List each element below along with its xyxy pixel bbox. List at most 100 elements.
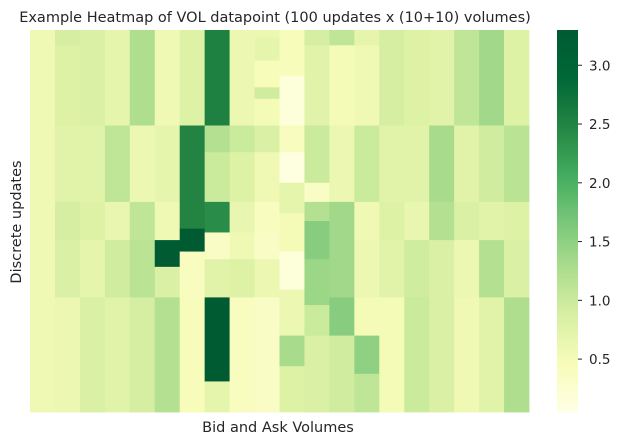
colorbar-ticks: 0.5 1.0 1.5 2.0 2.5 3.0 <box>578 58 610 368</box>
heatmap-cell <box>504 201 530 241</box>
colorbar-tick-label: 0.5 <box>589 352 610 368</box>
heatmap-cell <box>254 98 280 126</box>
heatmap-cell <box>429 240 455 298</box>
chart-title: Example Heatmap of VOL datapoint (100 up… <box>19 10 531 26</box>
heatmap-cell <box>304 182 330 203</box>
heatmap-cell <box>379 297 405 413</box>
heatmap-cell <box>354 335 380 375</box>
heatmap-cell <box>354 30 380 46</box>
heatmap-cell <box>204 259 230 298</box>
heatmap-cell <box>104 30 131 126</box>
heatmap-cell <box>354 373 380 413</box>
heatmap-cell <box>104 125 131 203</box>
heatmap-cell <box>279 289 305 336</box>
heatmap-cell <box>279 213 305 252</box>
heatmap-cell <box>79 125 106 203</box>
heatmap-cell <box>379 125 405 203</box>
heatmap-cell <box>154 125 181 203</box>
heatmap-cell <box>404 240 430 298</box>
heatmap-cell <box>429 201 455 241</box>
heatmap-cell <box>204 381 230 413</box>
heatmap-cell <box>354 45 380 126</box>
heatmap-cell <box>204 30 230 126</box>
heatmap-cell <box>304 201 330 222</box>
heatmap-cell <box>354 201 380 241</box>
heatmap-cell <box>329 297 355 336</box>
heatmap-cell <box>454 240 480 298</box>
heatmap-cell <box>79 297 106 413</box>
heatmap-cell <box>129 125 156 203</box>
heatmap-cell <box>329 335 355 413</box>
x-axis-label: Bid and Ask Volumes <box>202 420 354 436</box>
heatmap-cell <box>329 201 355 241</box>
colorbar-tick-label: 2.5 <box>589 117 610 133</box>
heatmap-cell <box>279 125 305 153</box>
heatmap-cell <box>254 232 280 260</box>
heatmap-cell <box>30 30 56 413</box>
heatmap-cell <box>254 60 280 88</box>
colorbar-tick-label: 3.0 <box>589 58 610 74</box>
heatmap-cell <box>504 125 530 203</box>
heatmap-cell <box>179 228 206 252</box>
heatmap-cell <box>479 240 505 298</box>
heatmap-cell <box>54 125 81 203</box>
heatmap-cell <box>354 240 380 298</box>
heatmap-cell <box>104 297 131 413</box>
heatmap-cell <box>179 251 206 298</box>
heatmap-cell <box>229 125 255 153</box>
heatmap-cell <box>204 201 230 233</box>
heatmap-cell <box>479 201 505 241</box>
heatmap-cell <box>79 30 106 126</box>
heatmap-cell <box>204 125 230 153</box>
heatmap-cell <box>304 30 330 46</box>
heatmap-cell <box>54 201 81 241</box>
heatmap-cell <box>279 152 305 184</box>
heatmap-cell <box>479 125 505 203</box>
heatmap-cell <box>279 251 305 291</box>
heatmap-cell <box>404 125 430 203</box>
heatmap-cell <box>304 335 330 413</box>
heatmap-cell <box>54 45 81 126</box>
heatmap-cell <box>204 297 230 382</box>
heatmap-cell <box>204 232 230 260</box>
heatmap-cell <box>404 30 430 126</box>
colorbar-tick-label: 2.0 <box>589 176 610 192</box>
heatmap-cell <box>279 75 305 126</box>
heatmap-cell <box>354 297 380 336</box>
heatmap-cell <box>379 30 405 126</box>
heatmap-cell <box>429 30 455 126</box>
heatmap-cell <box>79 201 106 241</box>
heatmap-cell <box>154 201 181 241</box>
heatmap-cell <box>79 240 106 298</box>
heatmap-cell <box>454 297 480 413</box>
heatmap-cell <box>279 182 305 214</box>
heatmap-cell <box>254 259 280 298</box>
heatmap-cell <box>429 297 455 413</box>
heatmap-cell <box>304 305 330 336</box>
y-axis-label: Discrete updates <box>9 160 25 283</box>
heatmap-cell <box>329 45 355 126</box>
heatmap-cells <box>30 30 530 413</box>
heatmap-cell <box>229 297 255 413</box>
heatmap-cell <box>204 152 230 203</box>
heatmap-cell <box>54 297 81 413</box>
heatmap-cell <box>454 201 480 241</box>
heatmap-cell <box>179 297 206 413</box>
heatmap-cell <box>254 87 280 100</box>
heatmap-cell <box>279 335 305 367</box>
heatmap-cell <box>454 125 480 203</box>
colorbar-tick-label: 1.5 <box>589 235 610 251</box>
heatmap-cell <box>254 30 280 39</box>
heatmap-cell <box>504 240 530 298</box>
heatmap-cell <box>229 30 255 126</box>
heatmap-cell <box>279 30 305 77</box>
heatmap-cell <box>329 125 355 203</box>
heatmap-cell <box>479 30 505 126</box>
heatmap-cell <box>179 125 206 230</box>
heatmap-cell <box>129 297 156 413</box>
heatmap-cell <box>254 152 280 203</box>
heatmap-cell <box>129 201 156 241</box>
heatmap-cell <box>229 259 255 298</box>
heatmap-cell <box>379 201 405 241</box>
